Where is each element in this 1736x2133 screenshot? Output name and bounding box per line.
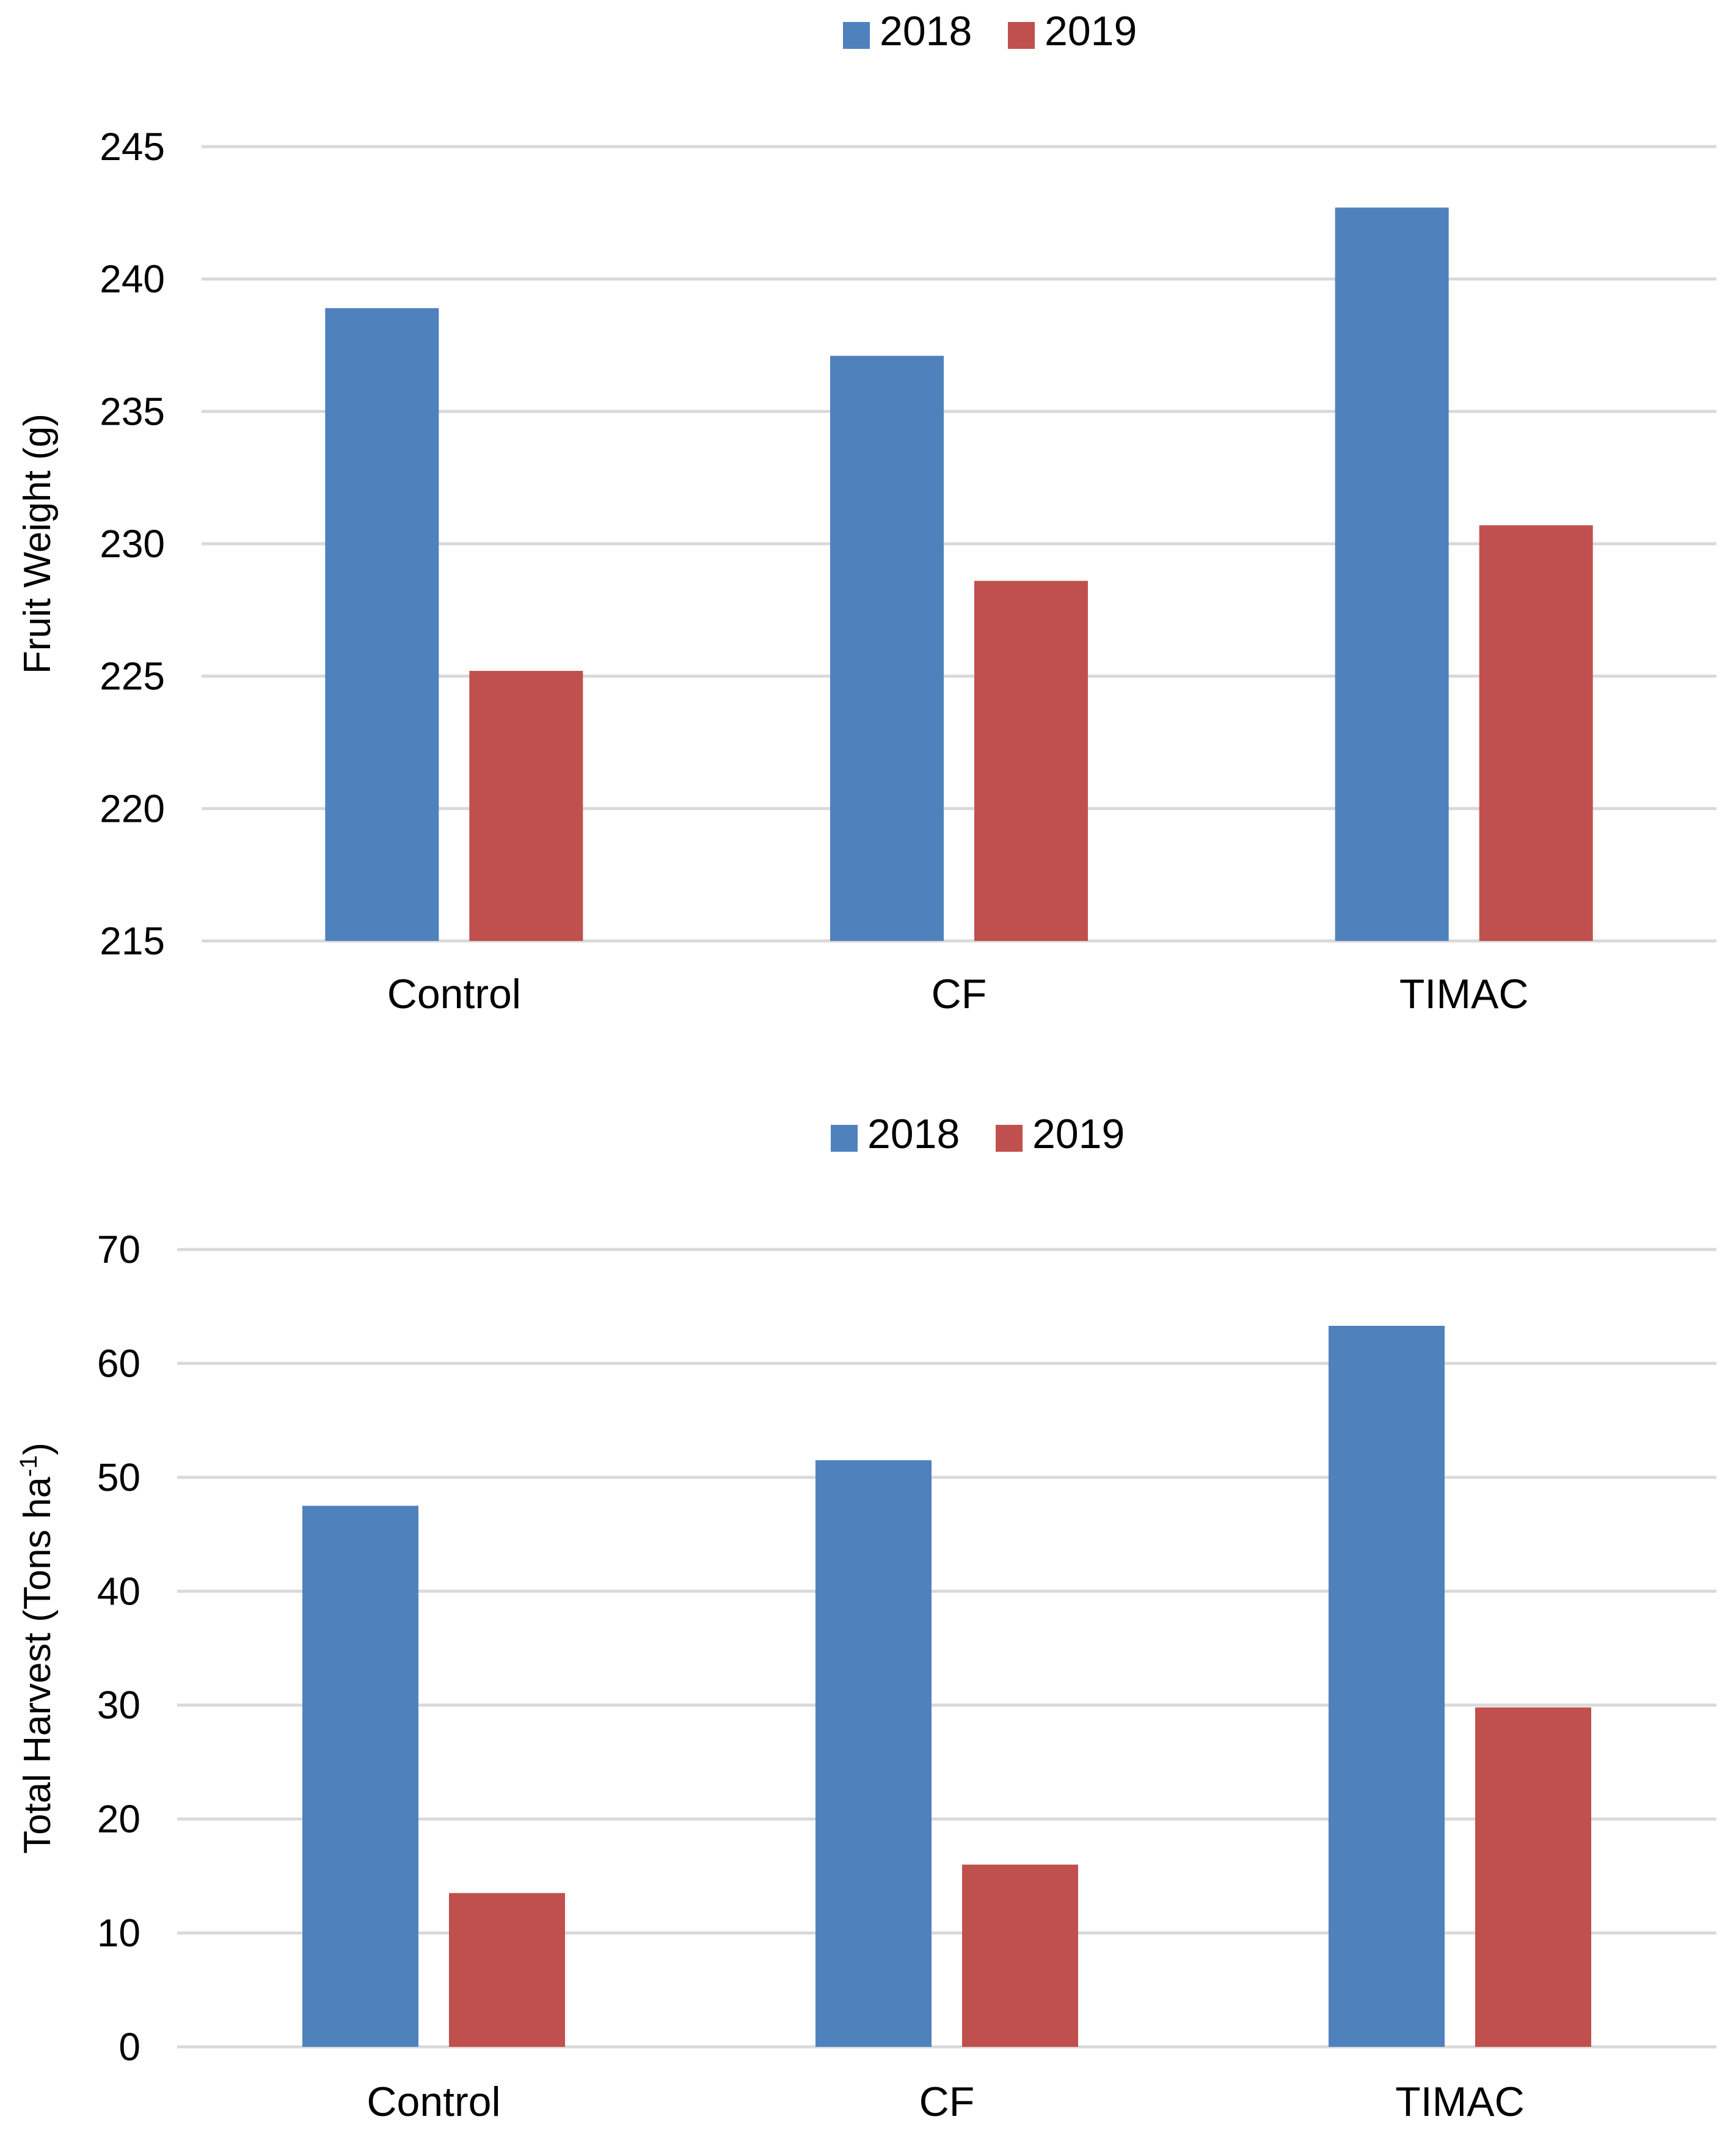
fruit-weight-legend-swatch-2018 bbox=[843, 22, 870, 49]
total-harvest-legend-swatch-2019 bbox=[996, 1125, 1023, 1152]
total-harvest-y-axis-title: Total Harvest (Tons ha-1) bbox=[15, 1443, 59, 1854]
fruit-weight-y-tick-label: 245 bbox=[100, 125, 165, 169]
fruit-weight-legend-swatch-2019 bbox=[1008, 22, 1035, 49]
fruit-weight-y-tick-label: 220 bbox=[100, 786, 165, 830]
total-harvest-y-tick-label: 10 bbox=[97, 1911, 140, 1955]
fruit-weight-category-label-timac: TIMAC bbox=[1399, 971, 1529, 1017]
fruit-weight-category-label-control: Control bbox=[387, 971, 521, 1017]
total-harvest-legend-label-2019: 2019 bbox=[1032, 1111, 1125, 1157]
total-harvest-y-tick-label: 40 bbox=[97, 1569, 140, 1613]
fruit-weight-bar-timac-2018 bbox=[1335, 207, 1449, 942]
fruit-weight-y-tick-label: 215 bbox=[100, 919, 165, 963]
fruit-weight-y-tick-label: 230 bbox=[100, 522, 165, 566]
total-harvest-y-tick-label: 20 bbox=[97, 1797, 140, 1841]
fruit-weight-bar-timac-2019 bbox=[1479, 525, 1593, 941]
fruit-weight-chart: 215 220 225 230 235 240 245 Control CF TIMAC 2018 2… bbox=[16, 8, 1716, 1017]
total-harvest-y-tick-label: 60 bbox=[97, 1341, 140, 1385]
total-harvest-bar-cf-2018 bbox=[815, 1460, 932, 2047]
fruit-weight-bar-cf-2018 bbox=[830, 356, 944, 941]
fruit-weight-legend-label-2019: 2019 bbox=[1045, 8, 1137, 54]
total-harvest-legend-swatch-2018 bbox=[831, 1125, 858, 1152]
fruit-weight-legend-label-2018: 2018 bbox=[880, 8, 972, 54]
fruit-weight-bar-control-2018 bbox=[325, 308, 439, 941]
total-harvest-bar-control-2018 bbox=[302, 1506, 418, 2047]
total-harvest-legend-label-2018: 2018 bbox=[867, 1111, 960, 1157]
fruit-weight-y-axis-title: Fruit Weight (g) bbox=[16, 414, 59, 674]
fruit-weight-y-tick-label: 240 bbox=[100, 257, 165, 301]
total-harvest-bar-timac-2019 bbox=[1475, 1707, 1591, 2047]
total-harvest-y-tick-label: 30 bbox=[97, 1683, 140, 1727]
total-harvest-y-tick-label: 0 bbox=[119, 2025, 140, 2069]
total-harvest-bar-cf-2019 bbox=[962, 1864, 1078, 2047]
fruit-weight-category-label-cf: CF bbox=[932, 971, 987, 1017]
total-harvest-bar-timac-2018 bbox=[1329, 1325, 1445, 2047]
total-harvest-y-tick-label: 50 bbox=[97, 1455, 140, 1499]
fruit-weight-y-tick-label: 225 bbox=[100, 654, 165, 698]
total-harvest-category-label-timac: TIMAC bbox=[1395, 2079, 1525, 2125]
total-harvest-bar-control-2019 bbox=[449, 1893, 565, 2047]
fruit-weight-y-tick-label: 235 bbox=[100, 389, 165, 433]
total-harvest-category-label-control: Control bbox=[367, 2079, 500, 2125]
total-harvest-y-tick-label: 70 bbox=[97, 1227, 140, 1271]
total-harvest-category-label-cf: CF bbox=[919, 2079, 975, 2125]
fruit-weight-bar-cf-2019 bbox=[974, 580, 1088, 941]
fruit-weight-bar-control-2019 bbox=[469, 671, 583, 941]
total-harvest-chart: 0 10 20 30 40 50 60 70 Control CF TIMAC 2018 2019 Tot… bbox=[15, 1111, 1716, 2125]
